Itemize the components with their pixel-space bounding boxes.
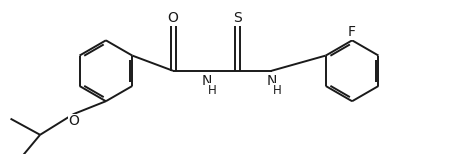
Text: H: H — [273, 84, 281, 97]
Text: F: F — [348, 25, 356, 39]
Text: N: N — [267, 74, 277, 88]
Text: O: O — [69, 114, 80, 128]
Text: N: N — [202, 74, 212, 88]
Text: O: O — [168, 11, 179, 25]
Text: H: H — [207, 84, 216, 97]
Text: S: S — [234, 11, 242, 25]
